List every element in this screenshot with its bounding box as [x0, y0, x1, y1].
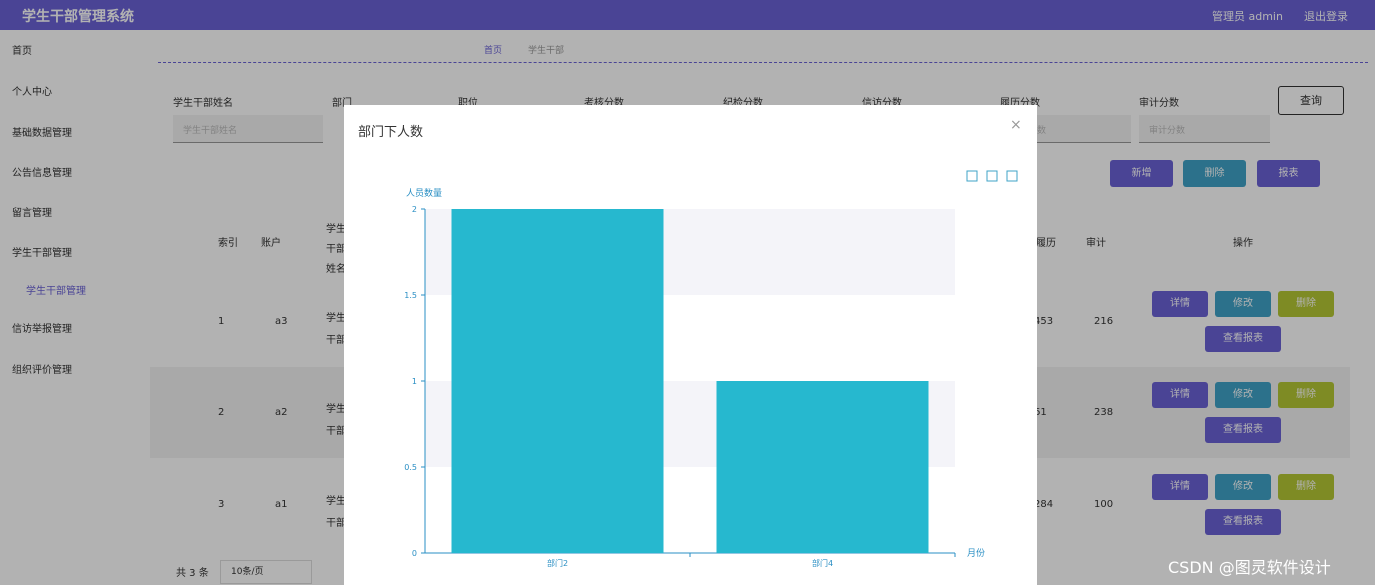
filter-input[interactable] — [173, 115, 323, 143]
row-action-button[interactable]: 删除 — [1278, 382, 1334, 408]
table-cell: 100 — [1094, 499, 1114, 510]
app-title: 学生干部管理系统 — [22, 9, 134, 25]
table-cell: 学生干部姓名 — [326, 496, 346, 529]
table-cell: 61 — [1034, 407, 1047, 418]
y-tick-label: 2 — [412, 205, 417, 214]
menu-item[interactable]: 公告信息管理 — [12, 168, 72, 179]
toolbox-icon[interactable] — [966, 170, 978, 182]
y-tick-label: 1 — [412, 377, 417, 386]
user-name: 管理员 admin — [1212, 10, 1283, 23]
breadcrumb: 首页 — [484, 46, 503, 56]
filter-label: 履历分数 — [1000, 98, 1040, 109]
row-action-button[interactable]: 修改 — [1215, 474, 1271, 500]
modal: 部门下人数 × 0 0.5 1 1.5 2 人员数量月份部门2 部门4 — [344, 105, 1037, 585]
modal-title: 部门下人数 — [358, 125, 424, 140]
menu-item[interactable]: 基础数据管理 — [12, 128, 72, 139]
breadcrumb: 学生干部 — [528, 46, 565, 56]
x-tick-label: 部门2 — [547, 558, 568, 568]
toolbox-icon[interactable] — [986, 170, 998, 182]
menu-item[interactable]: 学生干部管理 — [26, 286, 86, 297]
menu-item[interactable]: 学生干部管理 — [12, 248, 72, 259]
row-action-button[interactable]: 修改 — [1215, 291, 1271, 317]
table-cell: 学生干部姓名 — [326, 404, 346, 437]
row-action-button[interactable]: 详情 — [1152, 474, 1208, 500]
filter-placeholder: 学生干部姓名 — [183, 126, 238, 136]
filter-placeholder: 审计分数 — [1149, 126, 1186, 136]
watermark: CSDN @图灵软件设计 — [1168, 558, 1331, 577]
filter-label: 信访分数 — [862, 98, 902, 109]
filter-input[interactable] — [1139, 115, 1270, 143]
table-cell: 1 — [218, 316, 225, 327]
table-header: 账户 — [261, 238, 281, 249]
menu-item[interactable]: 组织评价管理 — [12, 365, 72, 376]
filter-label: 职位 — [458, 98, 478, 109]
y-tick-label: 0 — [412, 549, 417, 558]
header-bar — [0, 0, 1375, 30]
table-header: 索引 — [218, 238, 238, 249]
row-action-button[interactable]: 查看报表 — [1205, 509, 1281, 535]
menu-item[interactable]: 个人中心 — [12, 87, 52, 98]
toolbar-button[interactable]: 报表 — [1257, 160, 1320, 187]
row-action-button[interactable]: 详情 — [1152, 382, 1208, 408]
pagination-size[interactable]: 10条/页 — [220, 560, 312, 584]
table-cell: 学生干部姓名 — [326, 313, 346, 346]
table-cell: 238 — [1094, 407, 1114, 418]
menu-item[interactable]: 留言管理 — [12, 208, 52, 219]
table-cell: 3 — [218, 499, 225, 510]
table-cell: a1 — [275, 499, 288, 510]
table-header: 操作 — [1233, 238, 1253, 249]
table-cell: 2 — [218, 407, 225, 418]
row-action-button[interactable]: 删除 — [1278, 474, 1334, 500]
menu-item[interactable]: 信访举报管理 — [12, 324, 72, 335]
filter-label: 考核分数 — [584, 98, 624, 109]
row-action-button[interactable]: 详情 — [1152, 291, 1208, 317]
y-tick-label: 1.5 — [404, 291, 417, 300]
table-cell: a3 — [275, 316, 288, 327]
query-button[interactable]: 查询 — [1278, 86, 1344, 115]
pagination-total: 共 3 条 — [176, 568, 209, 579]
table-header: 审计 — [1086, 238, 1106, 249]
table-cell: a2 — [275, 407, 288, 418]
row-action-button[interactable]: 修改 — [1215, 382, 1271, 408]
table-cell: 284 — [1034, 499, 1054, 510]
x-tick-label: 部门4 — [812, 558, 833, 568]
row-action-button[interactable]: 查看报表 — [1205, 326, 1281, 352]
row-action-button[interactable]: 查看报表 — [1205, 417, 1281, 443]
table-cell: 216 — [1094, 316, 1114, 327]
sidebar — [0, 30, 140, 585]
y-tick-label: 0.5 — [404, 463, 417, 472]
y-axis-title: 人员数量 — [406, 187, 442, 199]
table-header: 学生干部姓名 — [326, 224, 346, 275]
menu-item[interactable]: 首页 — [12, 46, 32, 57]
filter-label: 部门 — [332, 98, 352, 109]
filter-label: 审计分数 — [1139, 98, 1179, 109]
filter-label: 纪检分数 — [723, 98, 763, 109]
logout-link[interactable]: 退出登录 — [1304, 10, 1348, 23]
filter-label: 学生干部姓名 — [173, 98, 233, 109]
divider — [158, 62, 1368, 63]
toolbar-button[interactable]: 新增 — [1110, 160, 1173, 187]
table-cell: 453 — [1034, 316, 1054, 327]
toolbar-button[interactable]: 删除 — [1183, 160, 1246, 187]
x-axis-title: 月份 — [967, 547, 985, 559]
toolbox-icon[interactable] — [1006, 170, 1018, 182]
bar — [716, 381, 929, 553]
table-header: 履历 — [1036, 238, 1056, 249]
row-action-button[interactable]: 删除 — [1278, 291, 1334, 317]
close-button[interactable]: × — [1010, 117, 1022, 133]
bar — [451, 209, 664, 553]
